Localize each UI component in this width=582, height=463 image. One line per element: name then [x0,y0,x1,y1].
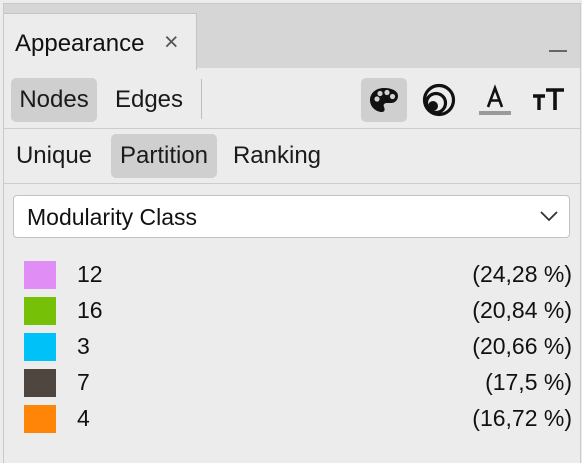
chevron-down-icon [540,211,558,222]
list-item: 16 (20,84 %) [4,294,580,330]
list-item: 12 (24,28 %) [4,258,580,294]
label-color-button[interactable] [472,78,518,122]
appearance-tab[interactable]: Appearance × [4,13,197,70]
partition-percent: (24,28 %) [472,261,572,287]
appearance-panel: Appearance × Nodes Edges [3,3,581,463]
panel-title-bar: Appearance × [4,4,580,70]
size-icon [422,83,456,117]
color-swatch[interactable] [24,405,56,433]
label-color-icon [479,84,511,115]
tab-edges[interactable]: Edges [114,86,184,113]
color-swatch[interactable] [24,369,56,397]
label-size-icon [533,88,564,110]
list-item: 4 (16,72 %) [4,402,580,438]
partition-percent: (17,5 %) [485,369,572,395]
tab-partition[interactable]: Partition [111,134,217,178]
partition-label: 4 [77,405,90,431]
color-swatch[interactable] [24,297,56,325]
close-icon[interactable]: × [164,28,179,56]
element-toolbar: Nodes Edges [4,68,580,128]
size-button[interactable] [416,78,462,122]
list-item: 3 (20,66 %) [4,330,580,366]
partition-percent: (16,72 %) [472,405,572,431]
palette-icon [370,88,398,112]
partition-percent: (20,66 %) [472,333,572,359]
partition-label: 3 [77,333,90,359]
attribute-select[interactable]: Modularity Class [13,195,570,238]
tab-unique[interactable]: Unique [15,142,93,169]
attribute-select-value: Modularity Class [27,204,197,230]
tab-nodes[interactable]: Nodes [11,78,97,122]
tab-ranking[interactable]: Ranking [232,142,322,169]
partition-list: 12 (24,28 %) 16 (20,84 %) 3 (20,66 %) 7 … [4,258,580,438]
color-button[interactable] [361,78,407,122]
partition-percent: (20,84 %) [472,297,572,323]
partition-label: 7 [77,369,90,395]
minimize-icon[interactable] [549,50,567,52]
list-item: 7 (17,5 %) [4,366,580,402]
toolbar-divider [201,79,202,119]
mode-tabs: Unique Partition Ranking [4,128,580,186]
tab-title: Appearance [15,30,145,57]
divider [4,183,580,184]
partition-label: 16 [77,297,103,323]
color-swatch[interactable] [24,333,56,361]
partition-label: 12 [77,261,103,287]
divider [4,128,580,129]
label-size-button[interactable] [526,78,572,122]
color-swatch[interactable] [24,261,56,289]
